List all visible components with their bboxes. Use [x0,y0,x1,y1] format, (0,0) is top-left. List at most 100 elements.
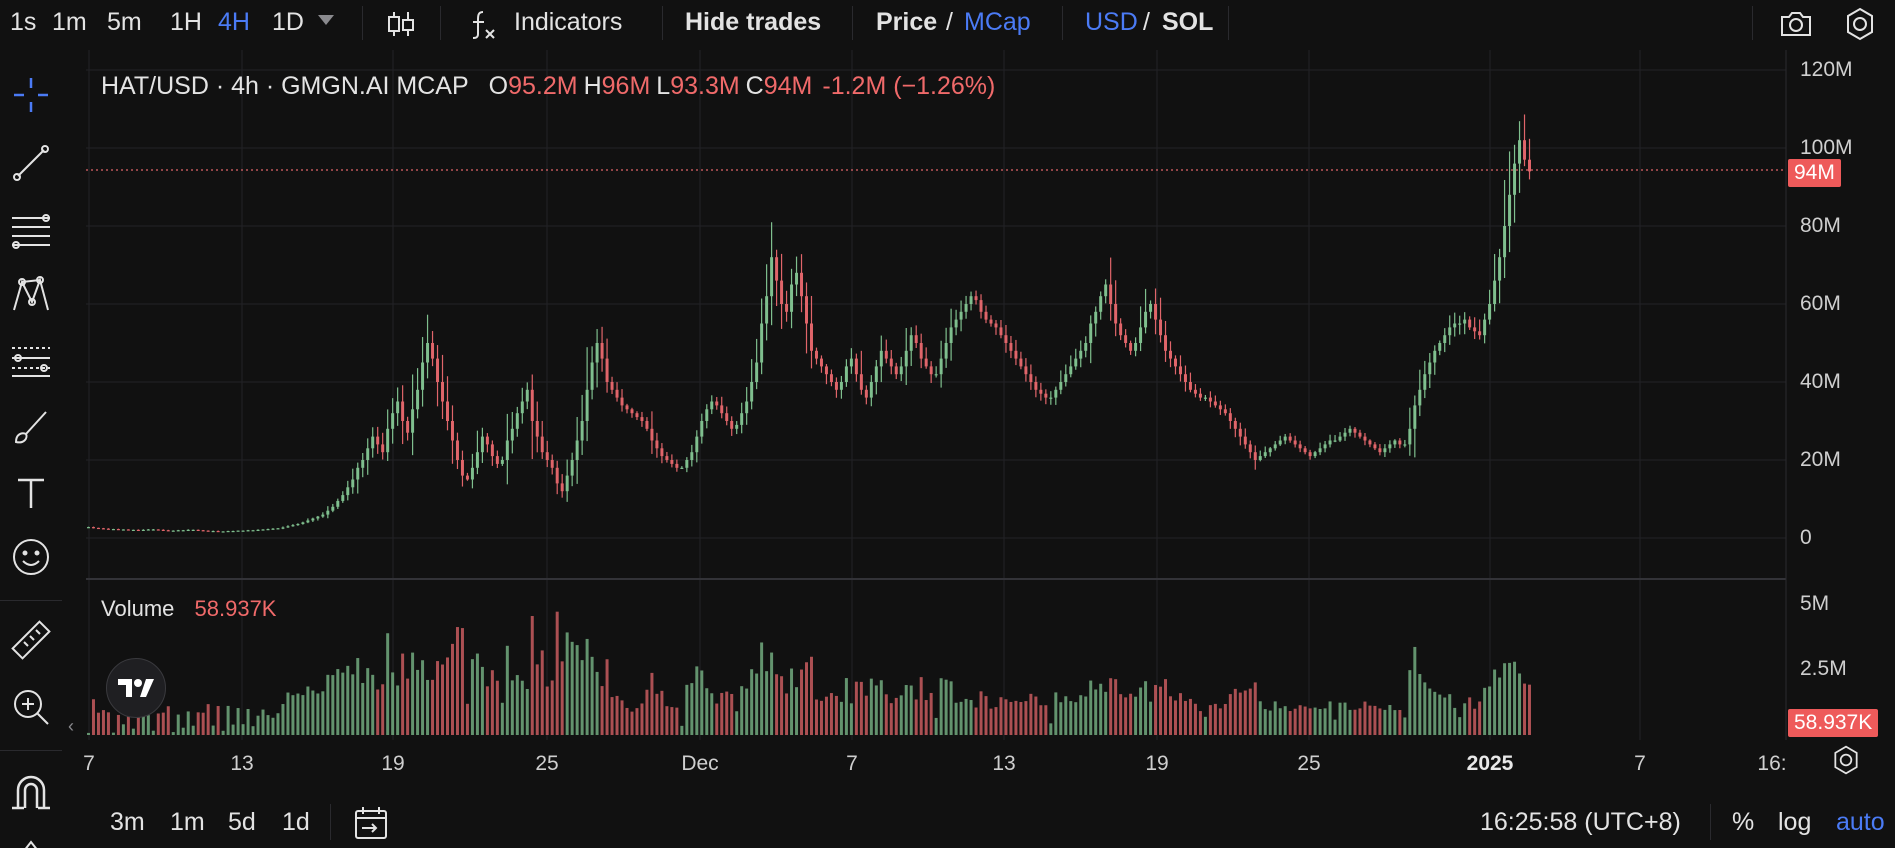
candle-body [416,389,420,410]
indicators-button[interactable]: Indicators [514,8,623,36]
zoom-in-icon[interactable] [8,684,54,730]
magnet-icon[interactable] [8,770,54,816]
range-3m[interactable]: 3m [110,808,145,836]
function-icon[interactable] [465,6,501,42]
volume-bar [490,670,494,735]
volume-bar [1203,716,1207,735]
candle-style-icon[interactable] [383,6,419,42]
candle-body [670,460,674,464]
collapse-toolbar-chevron-icon[interactable]: ‹ [68,716,74,736]
horizontal-lines-icon[interactable] [8,208,54,254]
volume-bar [525,688,529,735]
candle-body [899,366,903,375]
settings-gear-icon[interactable] [1842,6,1878,42]
crosshair-icon[interactable] [8,72,54,118]
interval-5m[interactable]: 5m [107,8,142,36]
volume-bar [455,627,459,735]
candle-body [505,440,509,460]
volume-bar [954,702,958,735]
lock-drawings-icon[interactable] [8,836,54,848]
text-tool-icon[interactable] [8,470,54,516]
ruler-icon[interactable] [8,618,54,664]
interval-4h[interactable]: 4H [218,8,250,36]
volume-bar [1213,703,1217,735]
candle-body [111,529,115,531]
volume-bar [640,703,644,735]
volume-bar [829,693,833,735]
volume-bar [1019,702,1023,735]
auto-scale-toggle[interactable]: auto [1836,808,1885,836]
candle-body [894,366,898,375]
volume-bar [834,695,838,735]
price-toggle[interactable]: Price [876,8,938,36]
volume-bar [1478,701,1482,735]
candle-body [1129,343,1133,351]
volume-bar [939,678,943,735]
fib-levels-icon[interactable] [8,338,54,384]
volume-bar [515,675,519,735]
range-1d[interactable]: 1d [282,808,310,836]
volume-bar [740,686,744,735]
usd-toggle[interactable]: USD [1085,8,1138,36]
volume-bar [919,677,923,735]
range-1m[interactable]: 1m [170,808,205,836]
sol-toggle[interactable]: SOL [1162,8,1214,36]
candle-body [590,362,594,390]
candle-body [201,530,205,532]
hide-trades-button[interactable]: Hide trades [685,8,822,36]
volume-bar [495,680,499,735]
candle-body [1089,323,1093,343]
interval-1h[interactable]: 1H [170,8,202,36]
volume-bar [111,732,115,735]
mcap-toggle[interactable]: MCap [964,8,1031,36]
trend-line-icon[interactable] [8,140,54,186]
volume-bar [780,676,784,735]
candle-body [1159,319,1163,336]
volume-bar [1473,708,1477,735]
candle-body [376,436,380,445]
clock-timezone[interactable]: 16:25:58 (UTC+8) [1480,808,1681,836]
candle-body [869,382,873,398]
volume-bar [1418,674,1422,735]
candle-body [1448,327,1452,336]
volume-bar [1243,690,1247,735]
candle-body [1428,362,1432,375]
candle-body [879,350,883,367]
candle-body [446,401,449,421]
interval-1d[interactable]: 1D [272,8,304,36]
interval-dropdown-caret-icon[interactable] [318,15,334,25]
volume-bar [685,684,689,735]
candle-body [1313,452,1317,457]
percent-scale-toggle[interactable]: % [1732,808,1755,836]
volume-bar [630,711,634,735]
candle-body [1403,444,1407,446]
volume-bar [356,658,360,735]
candle-body [136,529,140,532]
volume-bar [610,697,614,735]
candle-body [151,529,155,531]
calendar-goto-icon[interactable] [352,804,390,842]
candle-body [914,335,918,343]
candle-body [166,530,170,532]
interval-1s[interactable]: 1s [10,8,37,36]
candle-body [116,529,120,531]
tradingview-logo[interactable] [106,658,166,718]
high-value: 96M [601,72,651,100]
axis-settings-icon[interactable] [1830,744,1862,776]
candle-body [480,436,484,453]
candle-body [1064,374,1068,382]
candle-body [301,522,305,524]
interval-1m[interactable]: 1m [52,8,87,36]
volume-bar [1503,663,1507,735]
candle-body [824,366,828,375]
range-5d[interactable]: 5d [228,808,256,836]
emoji-icon[interactable] [8,534,54,580]
log-scale-toggle[interactable]: log [1778,808,1812,836]
pattern-icon[interactable] [8,272,54,318]
volume-bar [1223,703,1227,735]
camera-icon[interactable] [1778,6,1814,42]
candle-body [635,413,639,418]
candle-body [585,389,589,421]
brush-icon[interactable] [8,404,54,450]
